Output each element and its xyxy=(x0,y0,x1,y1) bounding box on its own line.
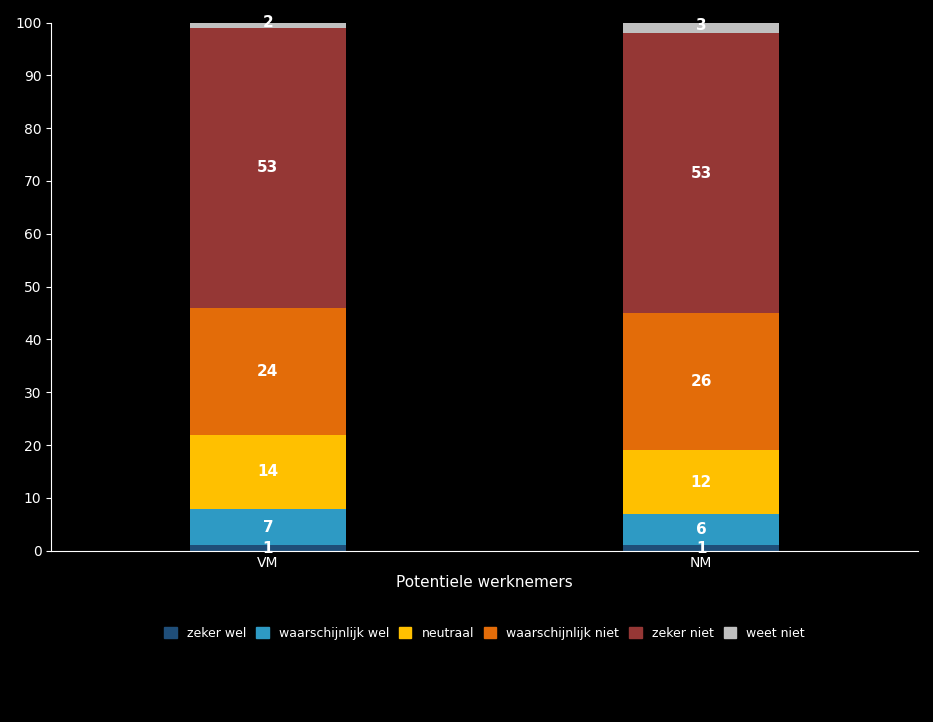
Text: 53: 53 xyxy=(690,165,712,180)
Bar xyxy=(189,17,346,27)
Text: 12: 12 xyxy=(690,474,712,490)
Bar xyxy=(189,508,346,546)
Text: 6: 6 xyxy=(696,522,706,537)
Bar xyxy=(623,514,779,546)
Text: 1: 1 xyxy=(696,541,706,556)
Bar xyxy=(189,546,346,551)
Text: 3: 3 xyxy=(696,17,706,32)
Text: 24: 24 xyxy=(258,364,279,378)
Bar xyxy=(623,546,779,551)
Bar xyxy=(189,435,346,508)
Bar xyxy=(623,451,779,514)
Text: 14: 14 xyxy=(258,464,278,479)
Text: 1: 1 xyxy=(262,541,273,556)
Bar xyxy=(189,308,346,435)
Text: 26: 26 xyxy=(690,374,712,389)
Text: 2: 2 xyxy=(262,15,273,30)
Legend: zeker wel, waarschijnlijk wel, neutraal, waarschijnlijk niet, zeker niet, weet n: zeker wel, waarschijnlijk wel, neutraal,… xyxy=(158,620,811,646)
Bar xyxy=(623,33,779,313)
Text: 53: 53 xyxy=(258,160,278,175)
Bar xyxy=(623,313,779,451)
X-axis label: Potentiele werknemers: Potentiele werknemers xyxy=(397,575,573,590)
Bar xyxy=(623,17,779,33)
Bar xyxy=(189,27,346,308)
Text: 7: 7 xyxy=(262,520,273,534)
